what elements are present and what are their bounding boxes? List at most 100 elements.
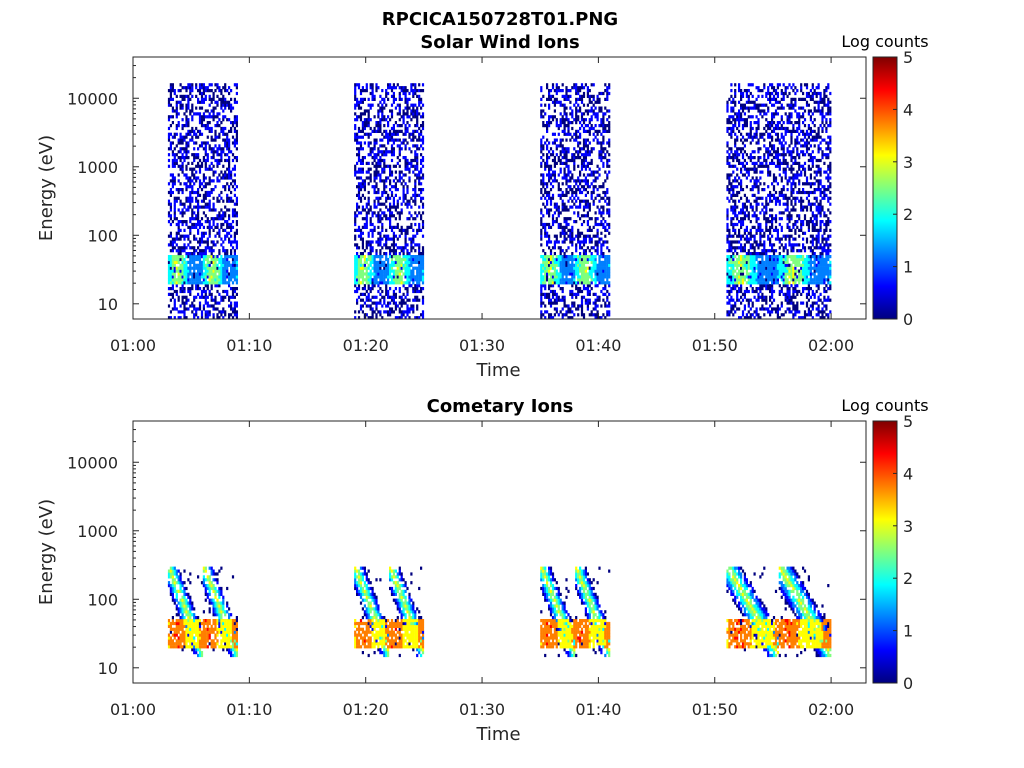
heatmap-cell [228,185,231,189]
heatmap-cell [369,205,372,209]
heatmap-cell [584,257,587,262]
heatmap-cell [361,112,364,116]
heatmap-cell [369,103,372,107]
heatmap-cell [565,106,568,110]
heatmap-cell [373,202,376,206]
heatmap-cell [363,179,366,183]
heatmap-cell [408,260,411,264]
heatmap-cell [375,255,378,259]
heatmap-cell [365,222,368,227]
heatmap-cell [602,243,605,247]
heatmap-cell [383,202,386,206]
heatmap-cell [586,86,589,90]
heatmap-cell [204,249,207,253]
heatmap-cell [202,91,205,96]
heatmap-cell [200,91,204,96]
heatmap-cell [204,185,207,189]
heatmap-cell [577,144,580,148]
heatmap-cell [408,161,411,165]
heatmap-cell [402,310,405,314]
heatmap-cell [204,89,207,93]
heatmap-cell [563,225,566,229]
heatmap-cell [226,89,229,93]
heatmap-cell [373,173,376,177]
heatmap-cell [212,228,215,232]
heatmap-cell [212,94,215,98]
heatmap-cell [608,129,611,133]
heatmap-cell [749,132,752,136]
heatmap-cell [187,196,190,200]
heatmap-cell [228,240,231,244]
heatmap-cell [561,161,564,165]
heatmap-cell [373,310,376,314]
heatmap-cell [369,269,372,273]
heatmap-cell [185,94,188,98]
heatmap-cell [600,237,603,241]
heatmap-cell [730,234,733,238]
heatmap-cell [214,266,217,270]
heatmap-cell [200,199,204,203]
heatmap-cell [406,249,409,253]
heatmap-cell [389,211,392,215]
heatmap-cell [400,298,403,302]
heatmap-cell [226,234,229,238]
heatmap-cell [551,193,555,197]
heatmap-cell [402,141,405,145]
heatmap-cell [732,272,735,276]
heatmap-cell [398,255,401,259]
heatmap-cell [389,246,392,250]
heatmap-cell [732,263,735,267]
heatmap-cell [582,188,586,192]
heatmap-cell [371,129,374,133]
heatmap-cell [741,278,745,282]
heatmap-cell [214,138,217,142]
heatmap-cell [592,301,595,305]
heatmap-cell [588,240,591,244]
heatmap-cell [167,257,171,262]
heatmap-cell [383,260,386,264]
heatmap-cell [212,106,215,110]
heatmap-cell [367,182,370,186]
heatmap-cell [371,94,374,98]
heatmap-cell [175,281,178,285]
heatmap-cell [598,173,601,177]
heatmap-cell [373,275,376,279]
heatmap-cell [598,255,601,259]
heatmap-cell [606,118,609,122]
heatmap-cell [361,161,364,165]
heatmap-cell [367,278,370,282]
heatmap-cell [549,176,553,180]
heatmap-cell [218,217,221,221]
heatmap-cell [546,164,549,168]
heatmap-cell [586,272,589,276]
heatmap-cell [230,103,233,107]
heatmap-cell [371,295,374,299]
heatmap-cell [394,164,397,168]
heatmap-cell [361,167,364,171]
heatmap-cell [418,138,421,142]
heatmap-cell [406,164,409,168]
heatmap-cell [389,86,392,90]
heatmap-cell [387,313,390,317]
heatmap-cell [584,301,587,305]
heatmap-cell [235,91,238,96]
heatmap-cell [181,281,184,285]
heatmap-cell [579,173,582,177]
heatmap-cell [592,97,595,101]
heatmap-cell [745,185,748,189]
heatmap-cell [606,310,609,314]
heatmap-cell [377,188,380,192]
heatmap-cell [561,295,564,299]
heatmap-cell [749,260,752,264]
heatmap-cell [600,269,603,273]
heatmap-cell [210,252,213,256]
heatmap-cell [416,295,419,299]
heatmap-cell [387,86,390,90]
heatmap-cell [736,263,739,267]
heatmap-cell [385,91,388,96]
heatmap-cell [390,185,394,189]
heatmap-cell [555,91,558,96]
heatmap-cell [198,144,202,148]
heatmap-cell [738,287,741,291]
